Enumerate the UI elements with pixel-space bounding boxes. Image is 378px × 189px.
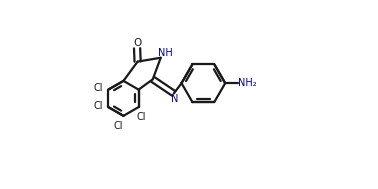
Text: Cl: Cl — [94, 101, 103, 111]
Text: Cl: Cl — [137, 112, 146, 122]
Text: NH: NH — [158, 48, 173, 58]
Text: Cl: Cl — [94, 83, 103, 93]
Text: N: N — [171, 94, 178, 104]
Text: Cl: Cl — [113, 121, 123, 131]
Text: O: O — [133, 38, 141, 48]
Text: NH₂: NH₂ — [238, 78, 257, 88]
